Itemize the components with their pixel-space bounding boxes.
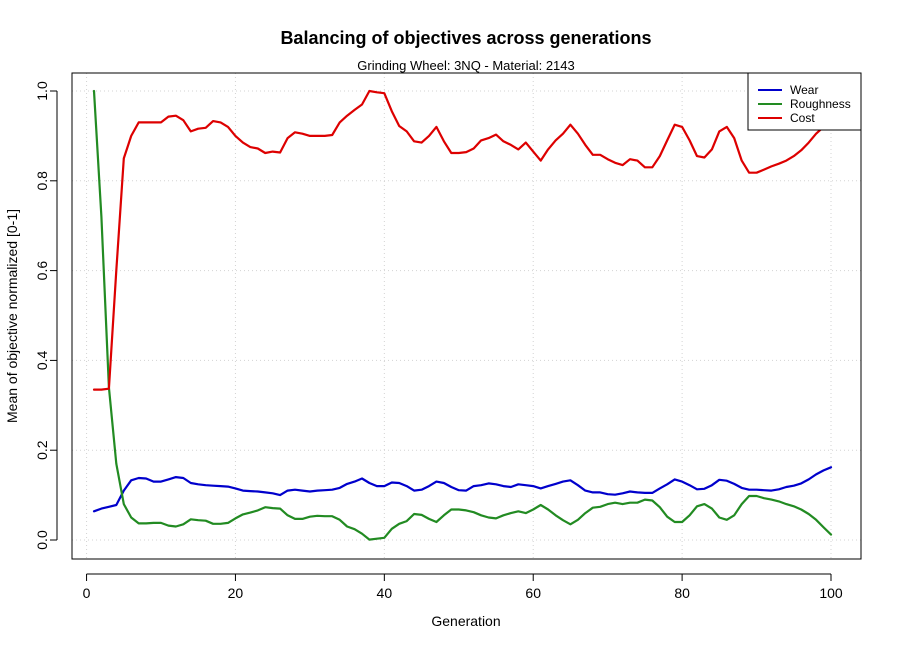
- x-tick-label: 100: [819, 585, 843, 601]
- x-tick-label: 20: [228, 585, 244, 601]
- y-tick-label: 0.2: [34, 440, 50, 460]
- y-tick-label: 0.0: [34, 530, 50, 550]
- series-line-cost: [92, 89, 833, 391]
- chart-subtitle: Grinding Wheel: 3NQ - Material: 2143: [357, 58, 574, 73]
- legend-label-wear: Wear: [790, 83, 818, 97]
- x-axis: 0 20 40 60 80 100: [83, 573, 843, 601]
- x-axis-label: Generation: [431, 613, 500, 629]
- legend-label-cost: Cost: [790, 111, 815, 125]
- x-tick-label: 0: [83, 585, 91, 601]
- y-axis-label: Mean of objective normalized [0-1]: [4, 209, 20, 423]
- series-line-roughness: [92, 89, 833, 541]
- x-tick-label: 60: [525, 585, 541, 601]
- y-tick-label: 1.0: [34, 81, 50, 101]
- y-tick-label: 0.4: [34, 350, 50, 370]
- series-lines: [92, 89, 833, 541]
- grid: [72, 73, 861, 559]
- x-tick-label: 80: [674, 585, 690, 601]
- series-line-wear: [92, 466, 833, 513]
- legend-label-roughness: Roughness: [790, 97, 851, 111]
- y-axis: 0.0 0.2 0.4 0.6 0.8 1.0: [34, 81, 58, 550]
- legend-box: [747, 72, 862, 131]
- x-tick-label: 40: [377, 585, 393, 601]
- chart-title: Balancing of objectives across generatio…: [280, 28, 651, 48]
- y-tick-label: 0.6: [34, 261, 50, 281]
- plot-frame: [71, 72, 862, 560]
- y-tick-label: 0.8: [34, 171, 50, 191]
